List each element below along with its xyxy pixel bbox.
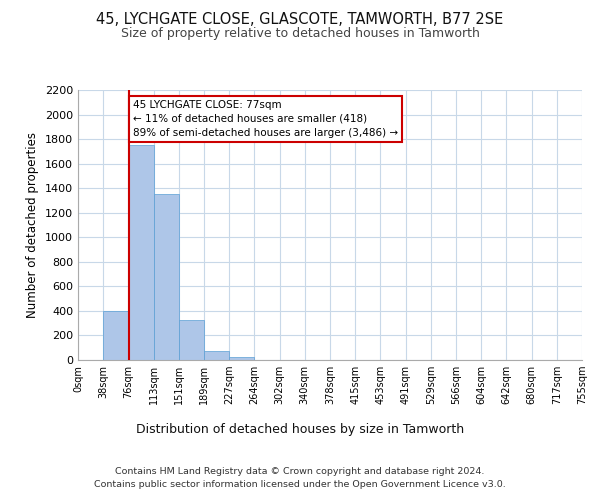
Bar [229,357,254,360]
Bar [204,351,229,360]
Text: 45 LYCHGATE CLOSE: 77sqm
← 11% of detached houses are smaller (418)
89% of semi-: 45 LYCHGATE CLOSE: 77sqm ← 11% of detach… [133,100,398,138]
Text: 45, LYCHGATE CLOSE, GLASCOTE, TAMWORTH, B77 2SE: 45, LYCHGATE CLOSE, GLASCOTE, TAMWORTH, … [97,12,503,28]
Text: Contains public sector information licensed under the Open Government Licence v3: Contains public sector information licen… [94,480,506,489]
Text: Distribution of detached houses by size in Tamworth: Distribution of detached houses by size … [136,422,464,436]
Y-axis label: Number of detached properties: Number of detached properties [26,132,40,318]
Bar [179,320,204,360]
Text: Contains HM Land Registry data © Crown copyright and database right 2024.: Contains HM Land Registry data © Crown c… [115,468,485,476]
Text: Size of property relative to detached houses in Tamworth: Size of property relative to detached ho… [121,28,479,40]
Bar [103,311,128,360]
Bar [128,145,154,360]
Bar [154,194,179,360]
